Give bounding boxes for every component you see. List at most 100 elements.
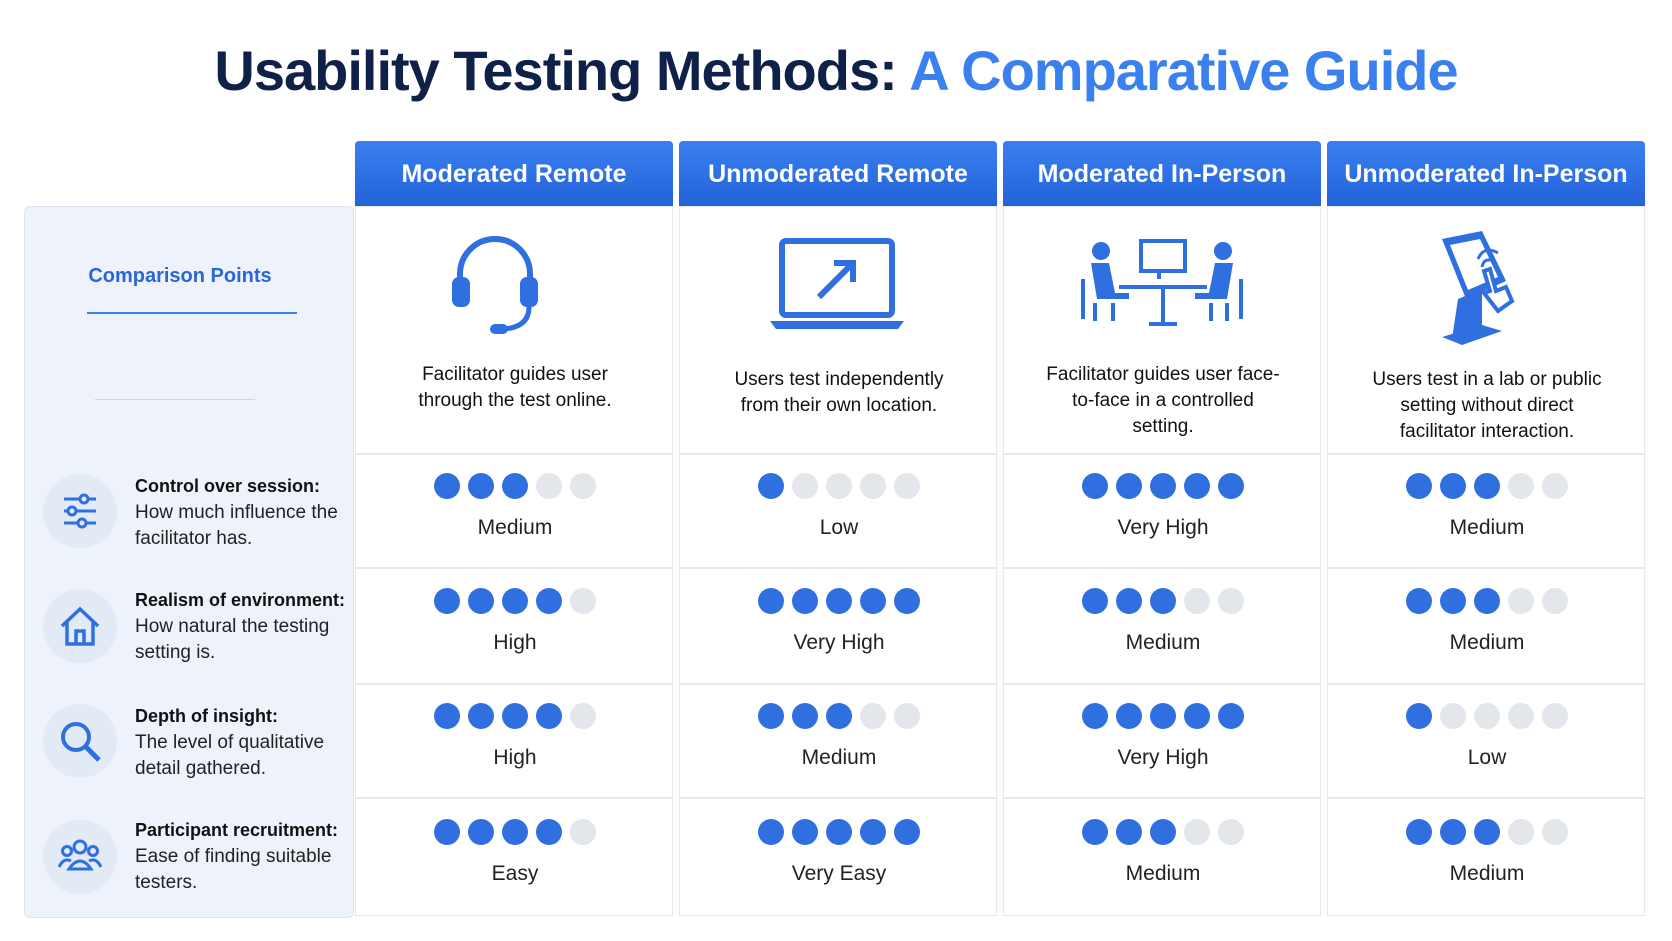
criterion-icon [61,722,101,762]
dot [894,588,920,614]
dot [758,588,784,614]
dot [1474,588,1500,614]
dot [1150,473,1176,499]
dot [468,473,494,499]
dot [894,819,920,845]
dot [570,819,596,845]
title-accent: A Comparative Guide [909,39,1458,102]
dot [826,819,852,845]
dot [792,819,818,845]
method-icon [1442,231,1515,345]
title-main: Usability Testing Methods: [214,39,897,102]
dot [1474,703,1500,729]
dot [1406,588,1432,614]
rating-cell: Medium [679,684,997,798]
rating-label: High [493,631,537,654]
dot [570,703,596,729]
rating-cell: Very High [679,568,997,684]
column-header: Unmoderated Remote [679,141,997,207]
dot [826,473,852,499]
dot [860,588,886,614]
rating-dots [1082,703,1244,729]
dot [1184,588,1210,614]
criterion-icon-bg [43,589,117,663]
dot [1542,703,1568,729]
dot [570,588,596,614]
criterion-description: The level of qualitative detail gathered… [135,732,325,779]
method-cell: Users test independently from their own … [679,206,997,454]
rating-cell: Medium [1327,568,1645,684]
dot [1116,703,1142,729]
divider [87,312,297,314]
dot [1474,473,1500,499]
rating-label: Medium [1125,631,1201,654]
dot [502,703,528,729]
dot [860,473,886,499]
criterion-title: Control over session: [135,476,321,496]
criterion-icon-bg [43,704,117,778]
rating-dots [1406,703,1568,729]
dot [1440,473,1466,499]
rating-label: Medium [1125,862,1201,885]
rating-cell: Medium [1327,454,1645,568]
rating-dots [758,819,920,845]
dot [1184,819,1210,845]
method-description: Users test independently from their own … [734,369,944,416]
column-header: Moderated Remote [355,141,673,207]
dot [1150,588,1176,614]
rating-dots [1082,588,1244,614]
rating-cell: Medium [1003,798,1321,916]
rating-dots [1406,819,1568,845]
rating-label: Medium [1449,862,1525,885]
rating-dots [758,473,920,499]
dot [570,473,596,499]
rating-dots [1082,819,1244,845]
dot [1474,819,1500,845]
criterion-description: Ease of finding suitable testers. [135,846,332,893]
rating-dots [434,819,596,845]
criterion-description: How much influence the facilitator has. [135,502,338,549]
dot [1542,819,1568,845]
dot [1508,703,1534,729]
dot [1218,819,1244,845]
column-header: Unmoderated In-Person [1327,141,1645,207]
dot [468,703,494,729]
rating-cell: High [355,568,673,684]
divider [95,399,255,400]
dot [860,819,886,845]
dot [1508,819,1534,845]
dot [826,703,852,729]
rating-label: Medium [801,746,877,769]
dot [536,819,562,845]
dot [1542,473,1568,499]
dot [1116,473,1142,499]
dot [434,588,460,614]
criterion-title: Participant recruitment: [135,820,339,840]
dot [1218,473,1244,499]
criterion-icon-bg [43,474,117,548]
rating-dots [1406,588,1568,614]
dot [536,703,562,729]
rating-label: Medium [1449,516,1525,539]
dot [1082,819,1108,845]
dot [758,703,784,729]
dot [434,703,460,729]
dot [434,819,460,845]
rating-label: Very High [1117,746,1209,769]
method-description: Facilitator guides user face-to-face in … [1046,364,1280,437]
dot [894,473,920,499]
rating-label: Medium [1449,631,1525,654]
criterion-title: Depth of insight: [135,706,278,726]
dot [1184,473,1210,499]
rating-label: Medium [477,516,553,539]
rating-cell: Medium [355,454,673,568]
dot [758,473,784,499]
method-icon [452,236,538,334]
dot [1440,703,1466,729]
rating-cell: High [355,684,673,798]
sidebar-heading: Comparison Points [88,265,272,287]
dot [1508,473,1534,499]
dot [1150,703,1176,729]
rating-label: Very High [1117,516,1209,539]
